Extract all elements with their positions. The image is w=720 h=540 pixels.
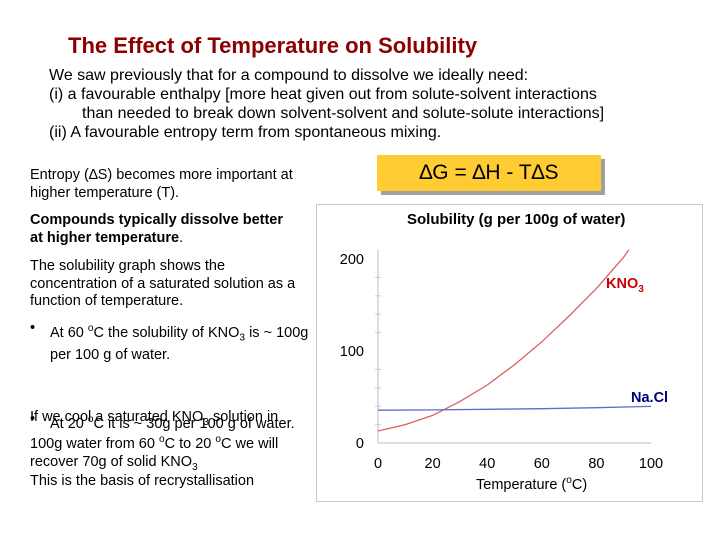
kno3-label-sub: 3: [638, 283, 644, 295]
compounds-period: .: [179, 229, 184, 246]
kno3-label-main: KNO: [606, 276, 639, 292]
intro-line-2: (i) a favourable enthalpy [more heat giv…: [49, 86, 597, 103]
y-tick-label: 200: [340, 252, 364, 268]
graph-intro: The solubility graph shows the concentra…: [30, 258, 296, 309]
cooling-note: If we cool a saturated KNO3 solution in …: [30, 409, 302, 476]
cool-text-d: C we will recover 70g of solid KNO: [30, 436, 279, 470]
compounds-note: Compounds typically dissolve better at h…: [30, 212, 295, 247]
x-tick-label: 20: [425, 456, 441, 472]
bullet-2-text-a: At 20: [50, 415, 88, 432]
y-tick-label: 0: [356, 436, 364, 452]
page-title: The Effect of Temperature on Solubility: [68, 33, 478, 58]
x-axis-label-pre: Temperature (: [476, 476, 567, 493]
cool-degree-2: o: [215, 434, 222, 446]
compounds-bold-text: Compounds typically dissolve better at h…: [30, 212, 283, 246]
nacl-label-main: Na.Cl: [631, 390, 669, 406]
cool-text-c: C to 20: [164, 436, 216, 453]
bullet-1-degree: o: [87, 323, 94, 334]
intro-line-3: than needed to break down solvent-solven…: [82, 105, 605, 122]
cool-degree-1: o: [158, 434, 165, 446]
x-axis-label-post: C): [571, 476, 588, 493]
x-tick-label: 40: [479, 456, 495, 472]
bullet-1-text-c: is ~ 100g per 100 g of water.: [50, 324, 309, 364]
x-axis-label-degree: o: [566, 475, 572, 486]
entropy-note: Entropy (∆S) becomes more important at h…: [30, 167, 293, 201]
intro-line-4: (ii) A favourable entropy term from spon…: [49, 124, 442, 141]
cool-text-a: If we cool a saturated KNO: [30, 409, 204, 425]
series-label-kno3: KNO3: [606, 276, 644, 295]
bullet-2-text-b: C it is ~ 30g per 100 g of water.: [93, 415, 295, 432]
series-label-nacl: Na.Cl: [631, 390, 668, 406]
y-tick-label: 100: [340, 344, 364, 360]
bullet-symbol: •: [30, 410, 36, 427]
cool-subscript-1: 3: [203, 416, 209, 428]
x-axis-label: Temperature (oC): [476, 475, 587, 493]
x-tick-label: 60: [534, 456, 550, 472]
cool-text-b: solution in 100g water from 60: [30, 409, 279, 453]
bullet-1-subscript: 3: [239, 332, 246, 344]
chart-title: Solubility (g per 100g of water): [407, 211, 626, 228]
solubility-chart-frame: [316, 204, 703, 502]
x-tick-label: 100: [639, 456, 663, 472]
bullet-symbol: •: [30, 320, 36, 336]
bullet-1-text-a: At 60: [50, 324, 88, 341]
cool-subscript-2: 3: [192, 461, 198, 473]
recrystallisation-note: This is the basis of recrystallisation: [30, 473, 255, 489]
gibbs-equation-box: ∆G = ∆H - T∆S: [377, 155, 601, 191]
bullet-2-degree: o: [87, 413, 94, 425]
intro-line-1: We saw previously that for a compound to…: [49, 67, 529, 84]
x-tick-label: 0: [374, 456, 382, 472]
bullet-kno3-20c: • At 20 oC it is ~ 30g per 100 g of water…: [30, 411, 315, 433]
intro-text: We saw previously that for a compound to…: [49, 66, 604, 142]
x-tick-label: 80: [588, 456, 604, 472]
series-line-nacl: [378, 405, 652, 411]
bullet-kno3-60c: • At 60 oC the solubility of KNO3 is ~ 10…: [30, 320, 330, 365]
bullet-1-text-b: C the solubility of KNO: [93, 324, 240, 341]
series-line-kno3: [378, 249, 630, 432]
